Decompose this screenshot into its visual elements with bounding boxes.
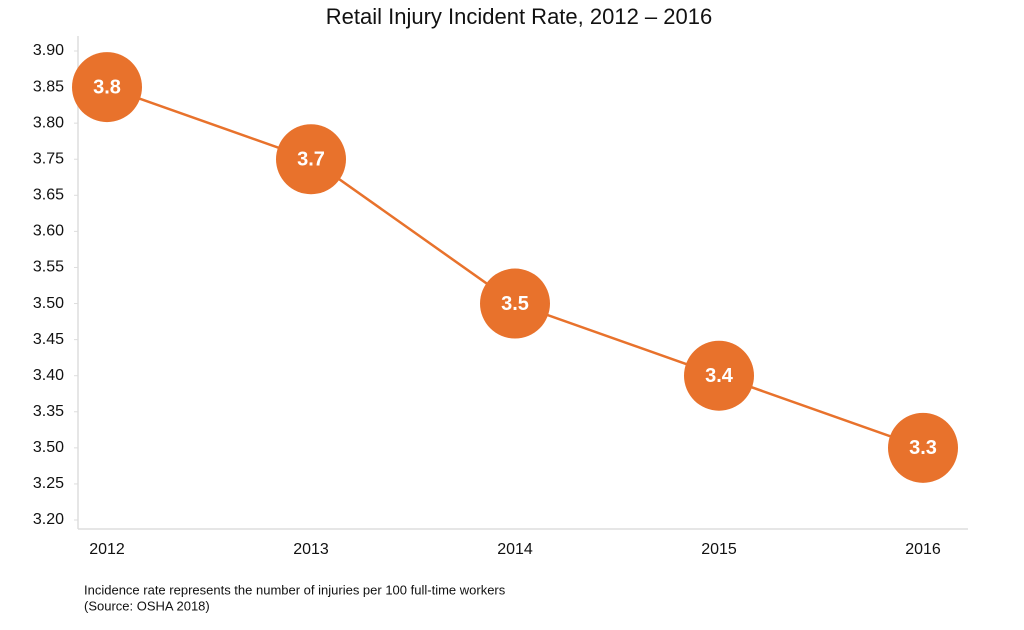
y-tick-label: 3.40 — [33, 367, 64, 384]
point-marker — [72, 52, 142, 123]
y-tick-label: 3.35 — [33, 403, 64, 420]
y-tick-label: 3.60 — [33, 223, 64, 240]
point-marker — [276, 124, 346, 195]
y-tick-label: 3.55 — [33, 259, 64, 276]
y-tick-label: 3.20 — [33, 511, 64, 528]
y-tick-label: 3.25 — [33, 475, 64, 492]
x-tick-label: 2016 — [905, 541, 941, 558]
footnote: Incidence rate represents the number of … — [84, 582, 506, 597]
y-tick-label: 3.75 — [33, 150, 64, 167]
x-tick-label: 2013 — [293, 541, 329, 558]
point-marker — [684, 340, 754, 411]
y-tick-label: 3.85 — [33, 78, 64, 95]
y-tick-label: 3.50 — [33, 295, 64, 312]
footnote: (Source: OSHA 2018) — [84, 598, 210, 613]
y-tick-label: 3.45 — [33, 331, 64, 348]
chart-title: Retail Injury Incident Rate, 2012 – 2016 — [326, 4, 712, 29]
x-tick-label: 2015 — [701, 541, 737, 558]
y-tick-label: 3.80 — [33, 114, 64, 131]
data-label: 3.7 — [297, 149, 325, 171]
x-tick-label: 2012 — [89, 541, 125, 558]
data-label: 3.3 — [909, 437, 937, 459]
y-tick-label: 3.90 — [33, 42, 64, 59]
data-label: 3.8 — [93, 76, 121, 98]
y-tick-label: 3.50 — [33, 439, 64, 456]
data-label: 3.5 — [501, 293, 529, 315]
point-marker — [480, 268, 550, 339]
x-tick-label: 2014 — [497, 541, 533, 558]
y-tick-label: 3.65 — [33, 187, 64, 204]
point-marker — [888, 412, 958, 483]
data-label: 3.4 — [705, 365, 734, 387]
series-line — [106, 85, 924, 450]
